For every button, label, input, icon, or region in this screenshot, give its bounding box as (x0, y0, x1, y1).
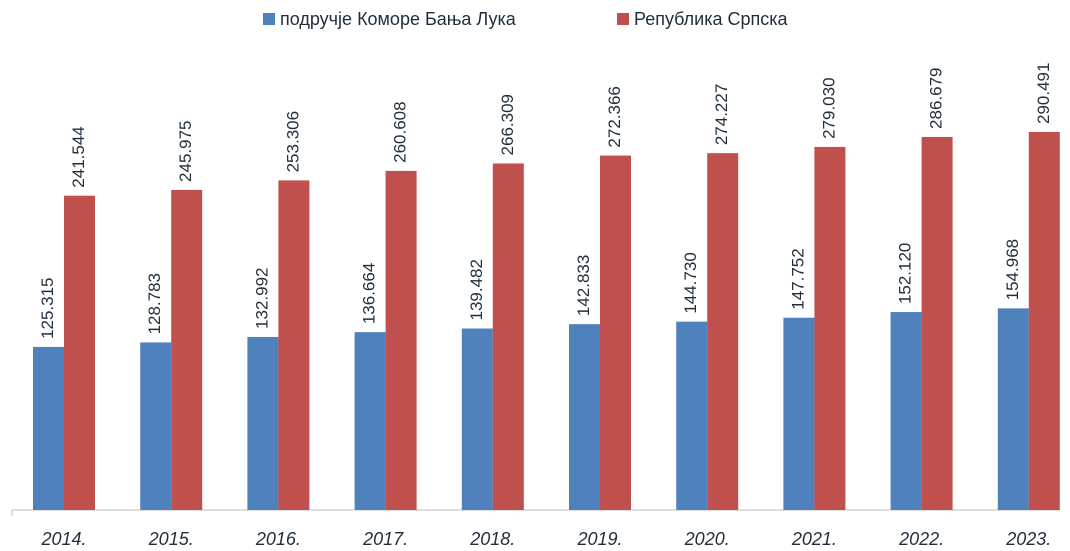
bar (600, 155, 631, 510)
legend-swatch (617, 13, 629, 25)
bar (140, 342, 172, 510)
data-label: 260.608 (391, 101, 410, 162)
bar (921, 136, 953, 511)
x-tick-label: 2023. (1005, 529, 1051, 549)
data-label: 125.315 (38, 277, 57, 338)
data-label: 128.783 (145, 273, 164, 334)
bar (171, 189, 203, 511)
bar (997, 308, 1029, 510)
data-label: 253.306 (283, 111, 302, 172)
bar (461, 328, 493, 510)
legend-swatch (263, 13, 275, 25)
data-label: 286.679 (927, 68, 946, 129)
legend-label: Република Српска (634, 9, 789, 29)
bar (278, 180, 310, 511)
data-label: 132.992 (252, 267, 271, 328)
data-label: 152.120 (896, 243, 915, 304)
data-label: 139.482 (467, 259, 486, 320)
data-label: 147.752 (788, 248, 807, 309)
data-label: 142.833 (574, 255, 593, 316)
bar (354, 332, 386, 510)
x-tick-label: 2018. (469, 529, 515, 549)
bar (814, 146, 846, 510)
legend-label: подручје Коморе Бања Лука (280, 9, 517, 29)
data-label: 241.544 (69, 126, 88, 187)
x-tick-label: 2021. (791, 529, 837, 549)
data-label: 279.030 (819, 77, 838, 138)
x-tick-label: 2022. (898, 529, 944, 549)
data-label: 144.730 (681, 252, 700, 313)
x-tick-label: 2017. (362, 529, 408, 549)
bar (707, 153, 739, 510)
bar (385, 170, 417, 510)
bar (1028, 132, 1060, 510)
x-tick-label: 2015. (148, 529, 194, 549)
x-tick-label: 2016. (255, 529, 301, 549)
data-label: 272.366 (605, 86, 624, 147)
bar (492, 163, 524, 510)
bar (783, 317, 815, 510)
data-label: 274.227 (712, 84, 731, 145)
data-label: 154.968 (1003, 239, 1022, 300)
data-label: 136.664 (360, 263, 379, 324)
bar (569, 324, 600, 510)
bar (890, 312, 922, 510)
data-label: 290.491 (1034, 63, 1053, 124)
bar (247, 336, 279, 510)
x-tick-label: 2014. (40, 529, 86, 549)
bar (33, 346, 64, 510)
data-label: 245.975 (176, 120, 195, 181)
bar (676, 321, 708, 510)
bar (64, 195, 95, 510)
x-tick-label: 2020. (684, 529, 730, 549)
x-tick-label: 2019. (576, 529, 622, 549)
data-label: 266.309 (498, 94, 517, 155)
